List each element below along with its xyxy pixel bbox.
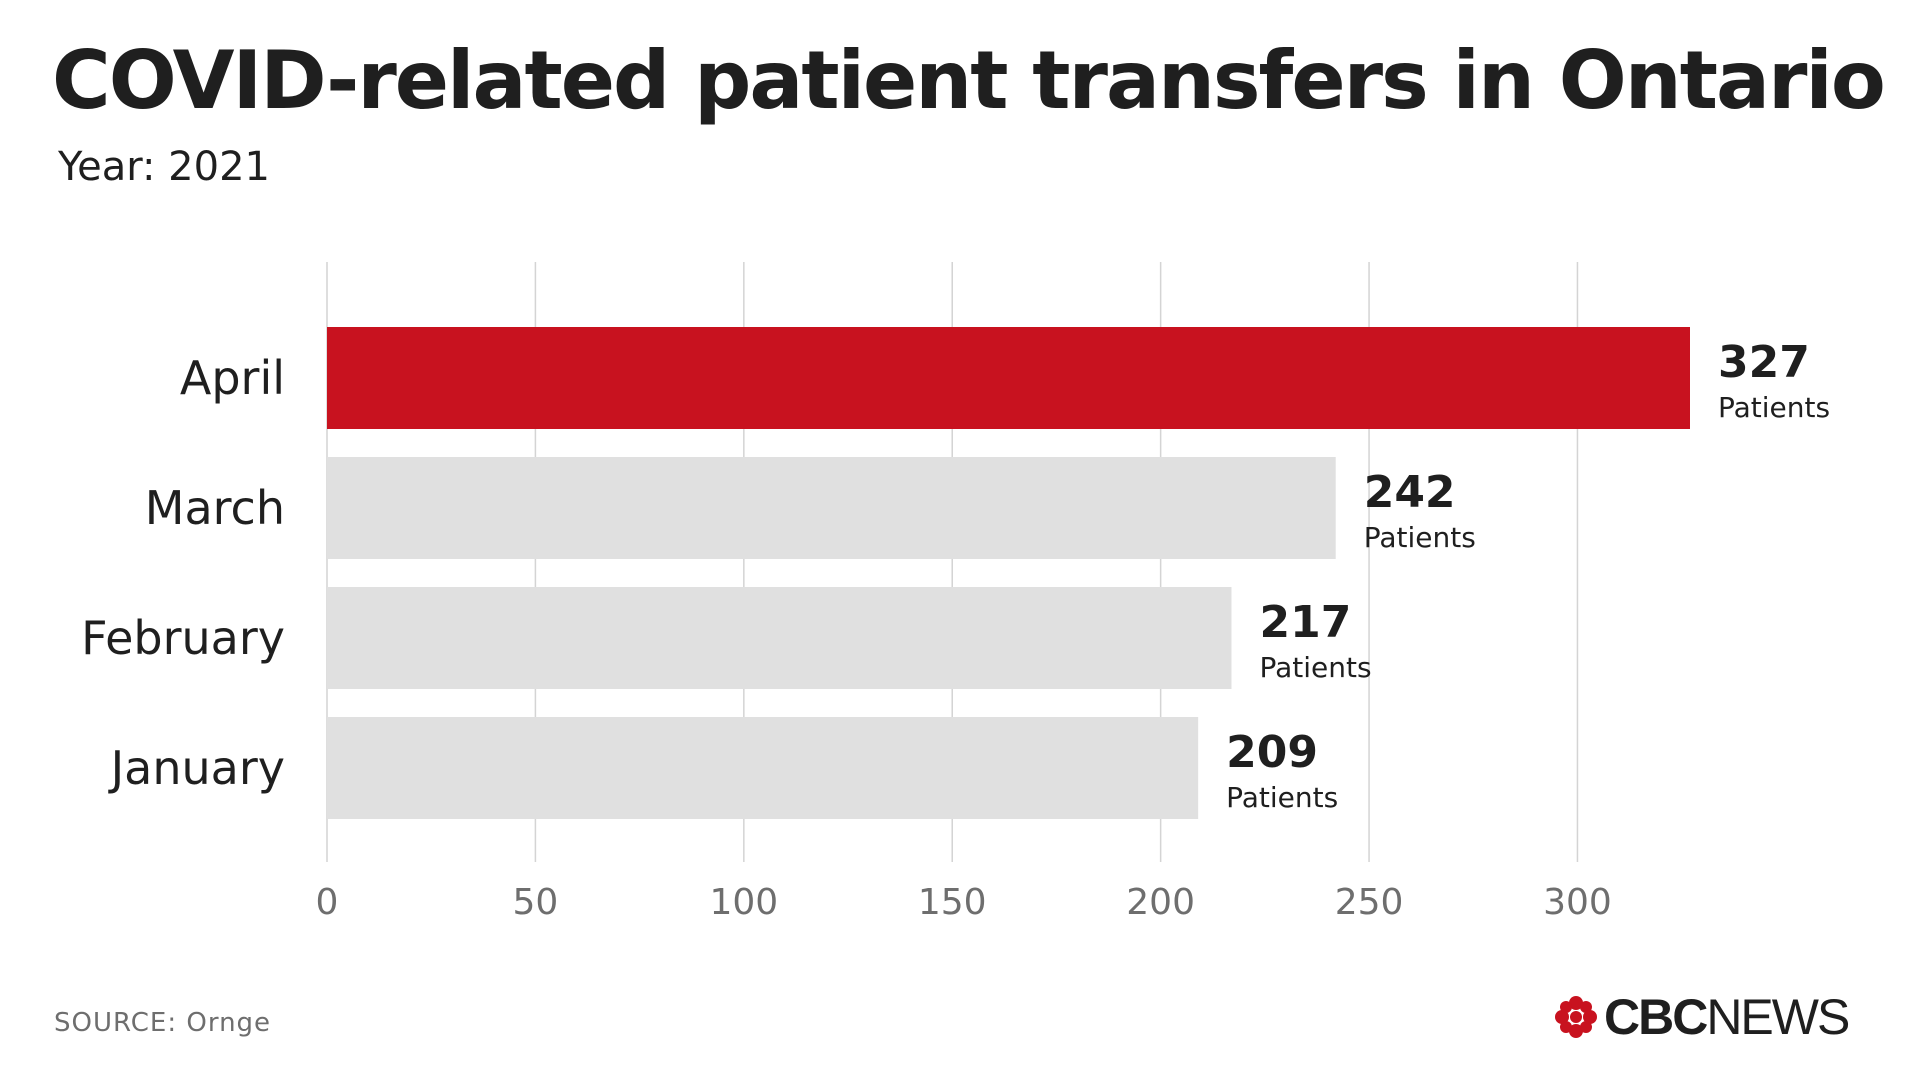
value-unit-label: Patients xyxy=(1718,391,1830,424)
value-label: 217 xyxy=(1259,597,1351,648)
chart-title: COVID-related patient transfers in Ontar… xyxy=(52,34,1886,127)
category-label: March xyxy=(145,481,285,535)
chart-subtitle: Year: 2021 xyxy=(58,144,270,190)
x-tick-label: 300 xyxy=(1543,882,1612,923)
cbc-news-logo: CBCNEWS xyxy=(1552,989,1850,1045)
value-label: 209 xyxy=(1226,727,1318,778)
source-note: SOURCE: Ornge xyxy=(54,1008,272,1038)
logo-news: NEWS xyxy=(1706,989,1850,1045)
logo-cbc: CBC xyxy=(1604,989,1708,1045)
x-tick-label: 100 xyxy=(709,882,778,923)
x-axis-ticks: 0 50 100 150 200 250 300 xyxy=(316,882,1612,923)
bar-january xyxy=(327,717,1199,819)
category-label: January xyxy=(108,741,285,795)
value-unit-label: Patients xyxy=(1364,521,1476,554)
value-label: 242 xyxy=(1364,467,1456,518)
bars xyxy=(327,327,1690,819)
bar-february xyxy=(327,587,1232,689)
x-tick-label: 200 xyxy=(1126,882,1195,923)
x-tick-label: 50 xyxy=(513,882,559,923)
value-unit-label: Patients xyxy=(1259,651,1371,684)
x-tick-label: 250 xyxy=(1335,882,1404,923)
value-label: 327 xyxy=(1718,337,1810,388)
x-tick-label: 150 xyxy=(918,882,987,923)
x-tick-label: 0 xyxy=(316,882,339,923)
bar-march xyxy=(327,457,1336,559)
category-label: April xyxy=(180,351,285,405)
logo-wordmark: CBCNEWS xyxy=(1604,989,1850,1045)
category-label: February xyxy=(81,611,285,665)
category-labels: April March February January xyxy=(81,351,285,795)
bar-april xyxy=(327,327,1690,429)
cbc-gem-icon xyxy=(1555,996,1597,1038)
value-labels: 327Patients242Patients217Patients209Pati… xyxy=(1226,337,1830,814)
value-unit-label: Patients xyxy=(1226,781,1338,814)
